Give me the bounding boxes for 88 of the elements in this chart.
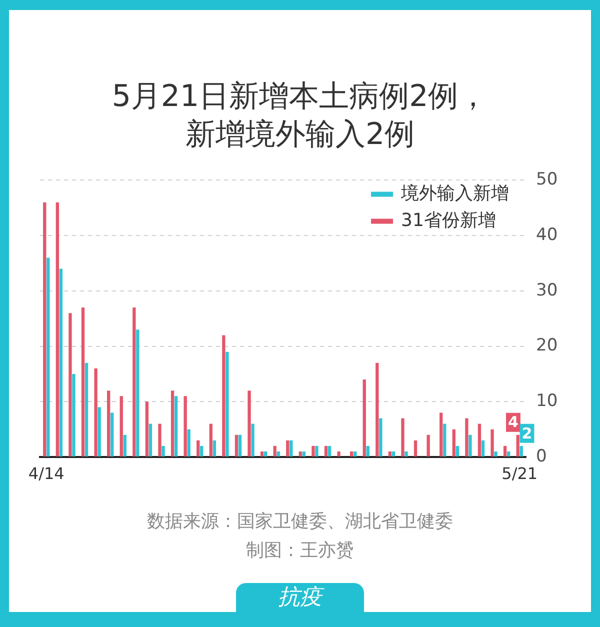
bar [196,440,200,456]
bar [328,446,332,456]
source-note: 数据来源：国家卫健委、湖北省卫健委 [147,511,453,532]
x-tick-label: 5/21 [502,464,538,483]
bar [184,396,187,456]
bar [200,446,204,456]
bar [123,434,126,456]
bar [401,418,404,456]
legend-label: 31省份新增 [401,210,496,231]
y-tick-label: 50 [536,170,558,190]
bar [120,396,123,456]
bar [107,390,110,456]
bar [276,451,280,456]
bar [136,330,140,456]
bar [354,451,357,456]
bar [503,446,507,456]
bar [145,402,149,456]
bar [290,440,293,456]
text: 制图：王亦赟 [246,540,354,561]
bar [337,451,340,456]
bar [158,424,162,456]
bar [222,335,226,456]
bar [456,446,459,456]
bar [315,446,318,456]
bar [468,434,472,456]
bar [376,362,379,456]
bar [362,379,366,456]
bar [226,352,229,456]
bar [302,451,306,456]
y-tick-label: 20 [536,336,558,356]
bar [494,451,498,456]
y-tick-label: 0 [536,446,547,466]
bar [392,451,396,456]
bar [443,424,446,456]
y-tick-label: 10 [536,391,558,412]
bar [350,451,354,456]
bar [81,308,85,456]
bar [248,390,251,456]
bar [251,424,254,456]
bar [465,418,468,456]
bar [481,440,485,456]
bar [506,451,510,456]
bar [98,407,101,456]
bar [520,446,523,456]
bar [59,268,63,456]
bar [234,434,238,456]
y-tick-label: 30 [536,280,558,300]
bar [388,451,392,456]
bar [298,451,302,456]
bar [209,424,212,456]
bar [132,308,136,456]
bar [490,429,494,456]
bar [478,424,482,456]
bar [286,440,290,456]
bar [379,418,382,456]
bar [273,446,276,456]
bar [162,446,165,456]
x-tick-label: 4/14 [28,464,64,483]
bar [312,446,315,456]
bar [68,313,72,456]
bar [516,434,520,456]
bar [212,440,216,456]
bar [43,202,46,456]
bar [174,396,178,456]
bar [404,451,408,456]
bar [452,429,456,456]
data-label: 4 [508,413,518,432]
data-label: 2 [522,424,532,442]
chart-title: 5月21日新增本土病例2例，新增境外输入2例 [110,78,490,154]
bar [84,362,88,456]
legend-label: 境外输入新增 [400,182,509,204]
bar [110,412,114,456]
bar [414,440,418,456]
bar [148,424,152,456]
y-tick-label: 40 [536,224,558,245]
bar [366,446,370,456]
bar [324,446,328,456]
bar [46,258,50,456]
bar [170,390,174,456]
bar [94,368,98,456]
bar [56,202,60,456]
bar [260,451,264,456]
bar [72,374,76,456]
bar [264,451,268,456]
bar [426,434,430,456]
bar [440,412,443,456]
bar [187,429,190,456]
bar [238,434,242,456]
